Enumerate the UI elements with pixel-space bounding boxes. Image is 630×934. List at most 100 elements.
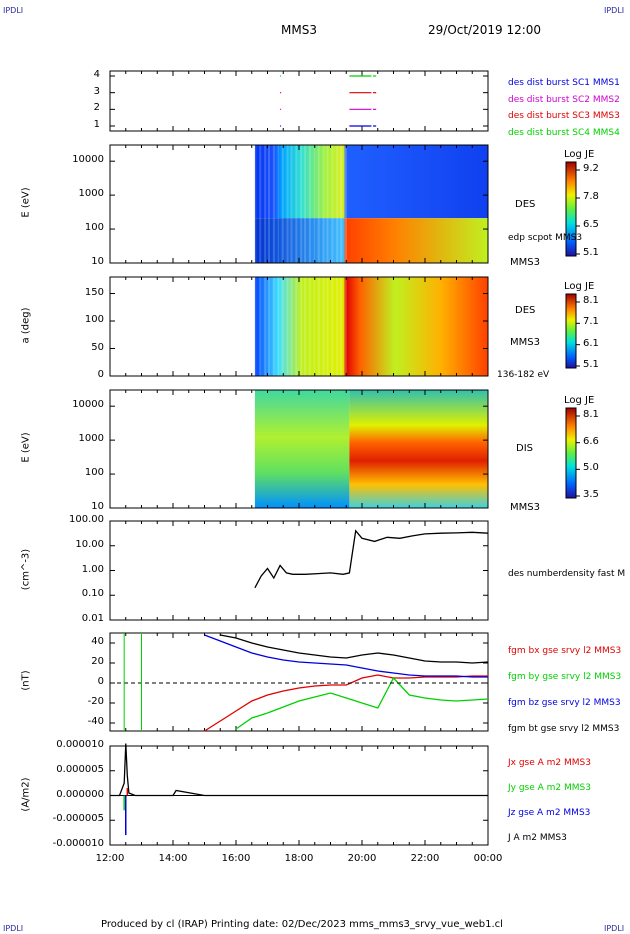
- colorbar-tick-label: 8.1: [583, 295, 599, 306]
- series-line: [254, 529, 489, 589]
- series-line: [204, 634, 488, 678]
- y-tick-label: 1.00: [81, 563, 104, 575]
- y-axis-label: (A/m2): [20, 776, 32, 812]
- legend-entry: des dist burst SC2 MMS2: [508, 94, 620, 105]
- colorbar-tick-label: 7.8: [583, 191, 599, 202]
- y-tick-label: 10: [91, 501, 104, 512]
- y-tick-label: 2: [93, 102, 100, 114]
- datetime-title: 29/Oct/2019 12:00: [428, 23, 542, 37]
- y-tick-label: 10.00: [75, 538, 104, 550]
- legend-entry: Jy gse A m2 MMS3: [508, 783, 591, 793]
- x-tick-label: 14:00: [158, 853, 188, 864]
- y-axis-label: E (eV): [20, 432, 32, 463]
- y-tick-label: -20: [87, 696, 104, 707]
- colorbar: [565, 407, 577, 499]
- colorbar-title: Log JE: [564, 149, 595, 160]
- colorbar-tick-label: 5.1: [583, 359, 599, 370]
- heatmap-band: [254, 390, 350, 508]
- legend-entry: fgm bx gse srvy l2 MMS3: [508, 646, 622, 656]
- legend-entry: Jz gse A m2 MMS3: [508, 808, 591, 818]
- y-axis-label: (cm^-3): [20, 548, 32, 590]
- colorbar-tick-label: 6.6: [583, 435, 599, 447]
- y-axis-label: (nT): [20, 670, 32, 691]
- colorbar: [565, 161, 577, 257]
- spacecraft-label: MMS3: [510, 502, 540, 513]
- y-tick-label: 0.000000: [56, 788, 104, 800]
- y-tick-label: 100: [84, 467, 104, 479]
- heatmap-band: [254, 145, 488, 219]
- spacecraft-title: MMS3: [281, 23, 317, 37]
- y-tick-label: 0.000005: [56, 763, 104, 775]
- series-line: [220, 634, 489, 664]
- series-line: [204, 674, 488, 732]
- y-tick-label: 1000: [78, 188, 104, 200]
- colorbar-title: Log JE: [564, 281, 595, 292]
- corner-label-top-right: IPDLI: [604, 6, 625, 15]
- panel-frame: [109, 70, 489, 132]
- colorbar: [565, 293, 577, 369]
- corner-label-bottom-left: IPDLI: [3, 924, 24, 933]
- y-tick-label: -40: [87, 716, 104, 727]
- x-tick-label: 00:00: [473, 853, 503, 864]
- corner-label-bottom-right: IPDLI: [604, 924, 625, 933]
- spacecraft-label: MMS3: [510, 337, 540, 348]
- corner-label-top-left: IPDLI: [3, 6, 24, 15]
- y-tick-label: 10000: [72, 154, 104, 166]
- colorbar-tick-label: 3.5: [583, 489, 599, 500]
- y-tick-label: 20: [91, 656, 104, 667]
- x-tick-label: 12:00: [95, 853, 125, 864]
- y-tick-label: 100: [84, 222, 104, 234]
- y-tick-label: 40: [91, 636, 104, 647]
- legend-entry: des dist burst SC4 MMS4: [508, 127, 620, 138]
- x-tick-label: 16:00: [221, 853, 251, 864]
- instrument-label: DES: [515, 305, 536, 316]
- colorbar-tick-label: 6.1: [583, 337, 599, 349]
- y-tick-label: 10: [91, 256, 104, 267]
- y-tick-label: 0.000010: [56, 739, 104, 750]
- legend-entry: Jx gse A m2 MMS3: [508, 758, 591, 768]
- x-tick-label: 18:00: [284, 853, 314, 864]
- legend-entry: fgm by gse srvy l2 MMS3: [508, 672, 622, 682]
- colorbar-tick-label: 7.1: [583, 316, 599, 328]
- y-tick-label: 0.10: [81, 588, 104, 600]
- instrument-label: DES: [515, 199, 536, 210]
- colorbar-tick-label: 9.2: [583, 163, 599, 174]
- y-tick-label: -0.000005: [52, 813, 104, 825]
- y-tick-label: 150: [84, 286, 104, 298]
- colorbar-tick-label: 5.0: [583, 462, 599, 474]
- y-tick-label: 3: [93, 85, 100, 97]
- y-tick-label: 4: [93, 69, 100, 80]
- heatmap-band: [349, 390, 488, 508]
- y-tick-label: 100.00: [69, 514, 104, 525]
- y-axis-label: E (eV): [20, 187, 32, 218]
- legend-entry: J A m2 MMS3: [508, 833, 567, 843]
- colorbar-tick-label: 5.1: [583, 247, 599, 258]
- y-tick-label: 10000: [72, 399, 104, 411]
- panel-frame: [109, 520, 489, 621]
- spacecraft-label: MMS3: [510, 257, 540, 268]
- y-tick-label: 0: [97, 369, 104, 380]
- y-tick-label: 1000: [78, 433, 104, 445]
- legend-entry: des numberdensity fast M: [508, 569, 626, 579]
- colorbar-tick-label: 8.1: [583, 409, 599, 420]
- legend-entry: des dist burst SC1 MMS1: [508, 78, 620, 88]
- y-tick-label: 100: [84, 314, 104, 325]
- series-line: [235, 676, 489, 730]
- y-tick-label: 0: [97, 676, 104, 687]
- legend-entry: fgm bt gse srvy l2 MMS3: [508, 724, 620, 734]
- legend-entry: fgm bz gse srvy l2 MMS3: [508, 698, 621, 708]
- colorbar-tick-label: 6.5: [583, 219, 599, 230]
- series-line: [110, 743, 488, 797]
- y-tick-label: 50: [91, 341, 104, 353]
- y-axis-label: a (deg): [20, 307, 32, 343]
- y-tick-label: -0.000010: [52, 838, 104, 849]
- x-tick-label: 20:00: [347, 853, 377, 864]
- legend-entry: des dist burst SC3 MMS3: [508, 111, 620, 121]
- energy-range-label: 136-182 eV: [497, 370, 550, 380]
- y-tick-label: 0.01: [81, 613, 104, 624]
- heatmap-band: [254, 218, 488, 263]
- panel-frame: [109, 632, 489, 732]
- colorbar-title: Log JE: [564, 395, 595, 406]
- instrument-label: DIS: [516, 443, 533, 454]
